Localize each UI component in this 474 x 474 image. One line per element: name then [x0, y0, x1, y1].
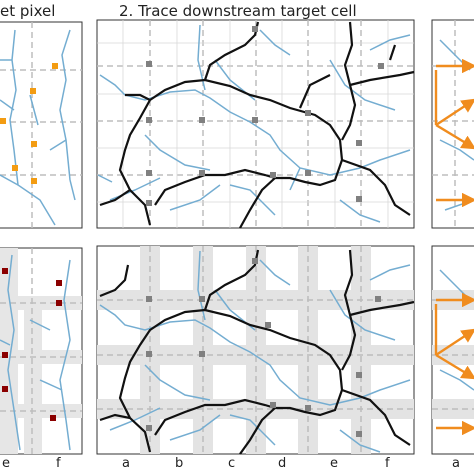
tick-label-left-f: f [56, 456, 61, 471]
panel-2-2 [96, 245, 415, 455]
orange-nodes-top-left [0, 63, 58, 184]
rivers-1-2 [97, 24, 411, 223]
panel-bottom-left [0, 247, 83, 455]
center-panel-title: 2. Trace downstream target cell [119, 2, 357, 20]
tick-label-f: f [385, 456, 390, 471]
panel-1-3 [431, 19, 474, 229]
arrows-1-3 [434, 58, 474, 208]
boundaries-1-2 [99, 21, 415, 229]
tick-label-d: d [278, 456, 287, 471]
tick-label-c: c [228, 456, 236, 471]
panel-top-left [0, 21, 83, 229]
gray-nodes-2-2 [146, 258, 381, 437]
boundaries-2-2 [99, 249, 415, 455]
tick-label-e: e [330, 456, 338, 471]
darkred-nodes-bottom-left [2, 268, 62, 421]
tick-label-left-e: e [2, 456, 10, 471]
panel-2-3 [431, 245, 474, 455]
arrows-2-3 [434, 292, 474, 436]
tick-label-b: b [175, 456, 184, 471]
rivers-bottom-left [0, 254, 71, 451]
rivers-2-2 [99, 250, 411, 453]
rivers-top-left [0, 29, 76, 226]
tick-label-right-a: a [452, 456, 460, 471]
panel-1-2 [96, 19, 415, 229]
left-panel-title: et pixel [0, 2, 56, 20]
tick-label-a: a [122, 456, 130, 471]
gray-nodes-1-2 [146, 26, 384, 206]
